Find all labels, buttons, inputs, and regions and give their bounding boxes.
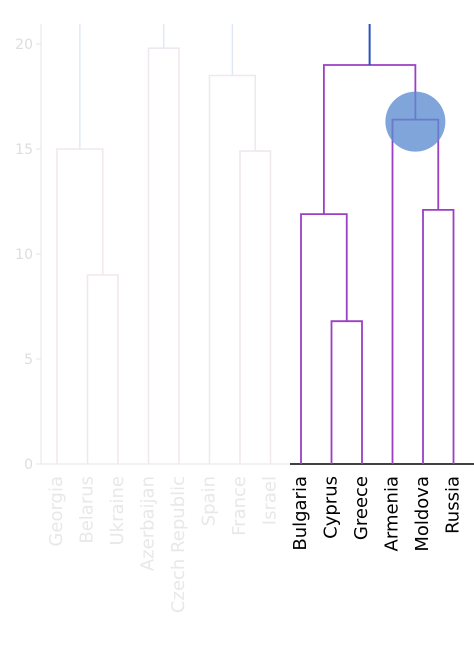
leaf-labels: Georgia Belarus Ukraine Azerbaijan Czech Rep…: [46, 476, 464, 613]
leaf-label-russia: Russia: [443, 476, 464, 534]
leaf-label-moldova: Moldova: [412, 476, 433, 552]
y-tick-label: 0: [24, 457, 33, 473]
dendrogram-link-m3: [147, 47, 180, 464]
dendrogram-link-m8: [422, 209, 455, 464]
leaf-label-ukraine: Ukraine: [107, 476, 128, 546]
leaf-label-bulgaria: Bulgaria: [290, 476, 311, 551]
leaf-label-azerbaijan: Azerbaijan: [138, 476, 159, 571]
leaf-label-spain: Spain: [199, 476, 220, 526]
highlight-layer: [385, 91, 446, 152]
dendrogram-link-m4: [239, 150, 272, 464]
y-tick-label: 10: [15, 247, 33, 263]
y-axis: 0 5 10 15 20: [15, 24, 474, 473]
dendrogram-link-m7: [300, 213, 348, 464]
leaf-label-georgia: Georgia: [46, 476, 67, 547]
leaf-label-france: France: [229, 476, 250, 536]
leaf-label-israel: Israel: [260, 476, 281, 525]
dendrogram-link-m2: [56, 148, 104, 464]
leaf-label-cyprus: Cyprus: [321, 476, 342, 539]
y-tick-label: 20: [15, 37, 33, 53]
leaf-label-czech-republic: Czech Republic: [168, 476, 189, 613]
dendrogram-link-m1: [86, 274, 119, 464]
y-tick-label: 15: [15, 142, 33, 158]
leaf-label-armenia: Armenia: [382, 476, 403, 551]
dendrogram-links: [56, 24, 455, 464]
leaf-label-belarus: Belarus: [77, 476, 98, 544]
dendrogram-link-m5: [208, 74, 257, 464]
y-tick-label: 5: [24, 352, 33, 368]
highlight-marker[interactable]: [385, 91, 446, 152]
leaf-label-greece: Greece: [351, 476, 372, 540]
dendrogram-link-m9: [391, 118, 440, 464]
dendrogram-link-m6: [330, 320, 363, 464]
